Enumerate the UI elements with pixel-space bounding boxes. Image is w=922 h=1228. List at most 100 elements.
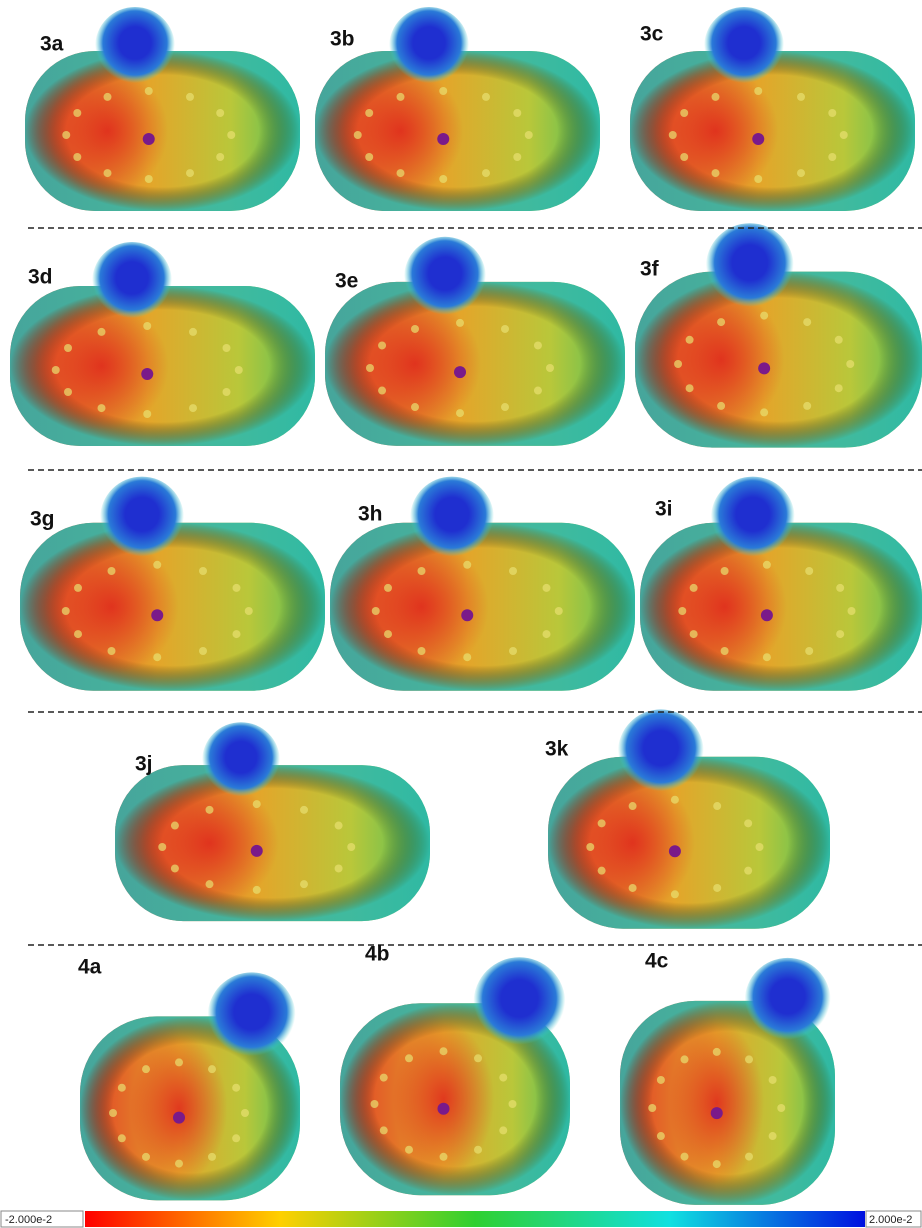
atom (235, 366, 243, 374)
atom (835, 336, 843, 344)
atom (335, 864, 343, 872)
atom (145, 87, 153, 95)
panel-label: 3a (40, 33, 64, 56)
atom (752, 133, 764, 145)
molecule (325, 237, 625, 446)
atom (232, 1134, 240, 1142)
atom (186, 93, 194, 101)
molecule (630, 7, 915, 211)
atom (384, 630, 392, 638)
atom (354, 131, 362, 139)
atom (74, 584, 82, 592)
atom (153, 653, 161, 661)
atom (440, 1153, 448, 1161)
atom (598, 819, 606, 827)
atom (717, 402, 725, 410)
atom (241, 1109, 249, 1117)
atom (251, 845, 263, 857)
atom (835, 384, 843, 392)
atom (158, 843, 166, 851)
atom (208, 1065, 216, 1073)
atom (712, 93, 720, 101)
positive-region (404, 237, 486, 319)
atom (586, 843, 594, 851)
positive-region (706, 223, 794, 311)
atom (712, 169, 720, 177)
atom (463, 561, 471, 569)
positive-region (208, 972, 296, 1060)
atom (805, 647, 813, 655)
atom (669, 845, 681, 857)
atom (758, 362, 770, 374)
atom (686, 384, 694, 392)
panel-label: 3k (545, 738, 569, 761)
atom (690, 630, 698, 638)
atom (300, 806, 308, 814)
molecule (548, 709, 830, 928)
atom (371, 1100, 379, 1108)
atom (104, 169, 112, 177)
atom (509, 647, 517, 655)
positive-region (618, 709, 704, 795)
atom (175, 1058, 183, 1066)
atom (534, 341, 542, 349)
atom (525, 131, 533, 139)
atom (678, 607, 686, 615)
atom (62, 131, 70, 139)
atom (840, 131, 848, 139)
atom (380, 1074, 388, 1082)
atom (648, 1104, 656, 1112)
atom (797, 93, 805, 101)
molecule (10, 242, 315, 446)
atom (253, 800, 261, 808)
molecule (315, 7, 600, 211)
atom (657, 1132, 665, 1140)
atom (754, 175, 762, 183)
atom (669, 131, 677, 139)
atom (109, 1109, 117, 1117)
positive-region (473, 957, 565, 1049)
atom (227, 131, 235, 139)
positive-region (389, 7, 469, 87)
atom (836, 584, 844, 592)
atom (797, 169, 805, 177)
atom (216, 153, 224, 161)
atom (671, 796, 679, 804)
atom (717, 318, 725, 326)
atom (142, 1065, 150, 1073)
atom (411, 403, 419, 411)
atom (509, 1100, 517, 1108)
atom (674, 360, 682, 368)
atom (365, 109, 373, 117)
atom (629, 802, 637, 810)
molecules (10, 7, 922, 1205)
atom (513, 109, 521, 117)
atom (721, 647, 729, 655)
atom (439, 87, 447, 95)
atom (418, 567, 426, 575)
atom (440, 1047, 448, 1055)
atom (206, 880, 214, 888)
positive-region (711, 477, 795, 561)
atom (199, 567, 207, 575)
atom (216, 109, 224, 117)
atom (501, 403, 509, 411)
panel-label: 3i (655, 498, 673, 521)
atom (754, 87, 762, 95)
atom (171, 822, 179, 830)
atom (542, 584, 550, 592)
atom (418, 647, 426, 655)
atom (397, 169, 405, 177)
atom (378, 341, 386, 349)
atom (143, 410, 151, 418)
atom (335, 822, 343, 830)
atom (482, 93, 490, 101)
atom (690, 584, 698, 592)
atom (680, 153, 688, 161)
atom (745, 1153, 753, 1161)
atom (680, 109, 688, 117)
atom (397, 93, 405, 101)
molecule (640, 477, 922, 691)
atom (760, 312, 768, 320)
atom (118, 1134, 126, 1142)
